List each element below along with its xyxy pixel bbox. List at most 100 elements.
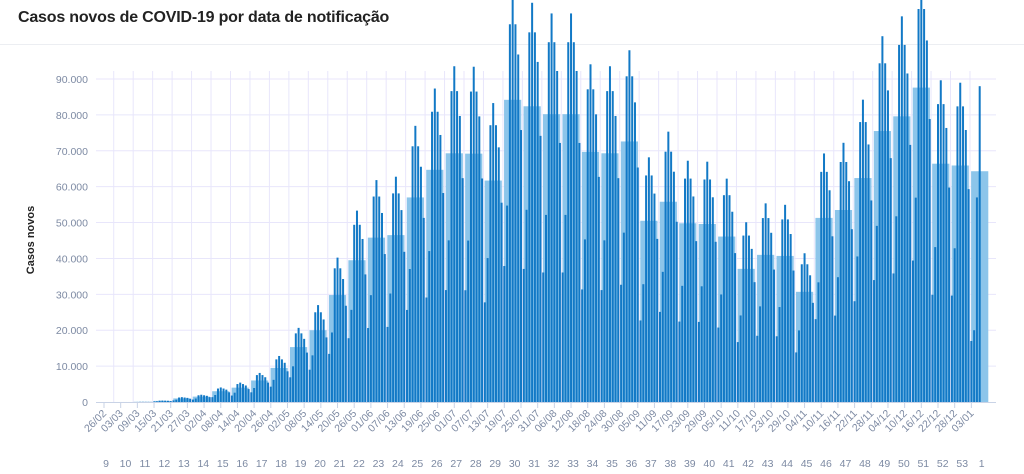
daily-bar [814,319,817,402]
x-week-label: 41 [723,458,735,470]
daily-bar [906,73,909,402]
daily-bar [436,111,439,403]
daily-bar [386,326,389,402]
daily-bar [289,377,292,402]
daily-bar [653,193,656,402]
daily-bar [458,115,461,403]
x-week-label: 14 [197,458,209,470]
daily-bar [892,273,895,402]
daily-bar [358,224,361,402]
daily-bar [417,146,420,402]
daily-bar [978,86,981,402]
x-week-label: 25 [412,458,424,470]
daily-bar [811,302,814,402]
y-tick-label: 60.000 [56,182,88,194]
daily-bar [631,76,634,402]
daily-bar [684,178,687,402]
daily-bar [639,320,642,402]
daily-bar [308,369,311,402]
daily-bar [272,379,275,402]
daily-bar [305,352,308,402]
daily-bar [439,134,442,402]
daily-bar [208,397,211,402]
daily-bar [592,89,595,402]
daily-bar [492,103,495,402]
daily-bar [570,13,573,402]
daily-bar [508,24,511,403]
daily-bar [225,389,228,402]
daily-bar [875,225,878,402]
daily-bar [742,235,745,402]
daily-bar [336,257,339,402]
y-tick-label: 90.000 [56,74,88,86]
daily-bar [670,151,673,402]
daily-bar [839,161,842,402]
daily-bar [656,238,659,402]
daily-bar [759,306,762,402]
daily-bar [269,386,272,402]
daily-bar [931,294,934,402]
daily-bar [203,395,206,402]
daily-bar [453,66,456,402]
daily-bar [303,338,306,402]
daily-bar [622,232,625,402]
daily-bar [444,290,447,402]
daily-bar [267,382,270,402]
daily-bar [964,130,967,402]
daily-bar [342,279,345,402]
daily-bar [300,333,303,402]
daily-bar [394,176,397,402]
daily-bar [414,125,417,403]
daily-bar [539,135,542,402]
daily-bar [311,355,314,402]
daily-bar [672,171,675,402]
daily-bar [873,280,876,402]
daily-bar [650,175,653,402]
daily-bar [925,40,928,403]
daily-bar [361,238,364,402]
daily-bar [781,219,784,402]
daily-bar [528,32,531,402]
daily-bar [586,89,589,402]
daily-bar [798,330,800,402]
x-week-label: 26 [431,458,443,470]
daily-bar [706,161,709,402]
x-week-label: 1 [979,458,985,470]
daily-bar [364,274,367,402]
daily-bar [381,212,383,402]
daily-bar [617,178,620,402]
daily-bar [392,193,395,402]
x-week-label: 42 [742,458,754,470]
daily-bar [608,66,611,402]
daily-bar [731,211,734,402]
x-week-label: 43 [762,458,774,470]
daily-bar [258,372,261,402]
y-tick-label: 0 [82,397,88,409]
daily-bar [714,241,717,402]
daily-bar [550,13,553,402]
x-week-label: 24 [392,458,404,470]
daily-bar [447,240,450,402]
daily-bar [717,327,720,402]
daily-bar [475,91,478,403]
daily-bar [575,70,578,403]
daily-bar [920,0,923,402]
daily-bar [700,286,703,402]
daily-bar [842,142,845,403]
daily-bar [703,179,706,402]
daily-bar [514,24,517,403]
daily-bar [581,289,584,402]
daily-bar [372,196,375,402]
daily-bar [970,340,973,402]
daily-bar [483,302,486,402]
daily-bar [347,338,350,402]
x-week-label: 20 [314,458,326,470]
daily-bar [403,251,406,402]
daily-bar [959,82,962,402]
daily-bar [681,285,684,402]
daily-bar [558,142,561,403]
daily-bar [317,305,320,402]
daily-bar [511,0,514,403]
daily-bar [836,277,839,402]
daily-bar [567,42,570,402]
